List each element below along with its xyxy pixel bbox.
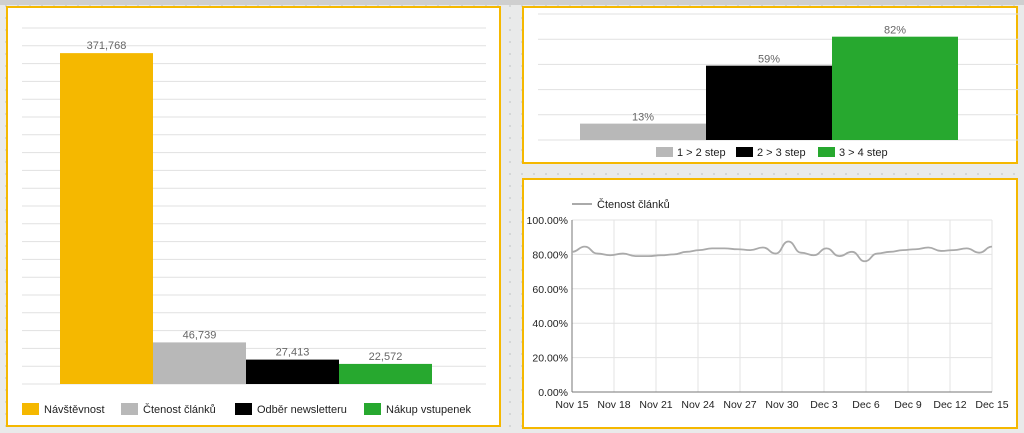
legend-label: Návštěvnost: [44, 404, 105, 416]
x-tick-label: Nov 24: [681, 399, 714, 411]
article-readership-panel: 0.00% 20.00% 40.00% 60.00% 80.00% 100.00% Nov …: [522, 178, 1018, 429]
bar: [246, 359, 339, 384]
legend-label: 2 > 3 step: [757, 147, 806, 159]
x-tick-label: Nov 21: [639, 399, 672, 411]
legend-swatch: [121, 403, 138, 415]
bar: [580, 123, 706, 140]
legend-label: Čtenost článků: [597, 198, 670, 211]
series-line: [571, 240, 993, 263]
x-tick-label: Nov 15: [555, 399, 588, 411]
data-label: 59%: [758, 54, 780, 66]
funnel-totals-chart: 371,768 46,739 27,413 22,572 Návštěvnost Čten…: [22, 27, 486, 416]
article-readership-chart: 0.00% 20.00% 40.00% 60.00% 80.00% 100.00% Nov …: [527, 198, 1009, 411]
data-label: 371,768: [87, 40, 127, 52]
y-tick-label: 40.00%: [532, 318, 568, 330]
bar: [153, 342, 246, 384]
data-label: 27,413: [276, 347, 310, 359]
funnel-totals-panel: 371,768 46,739 27,413 22,572 Návštěvnost Čten…: [6, 6, 501, 427]
data-label: 82%: [884, 25, 906, 37]
bar: [339, 363, 432, 384]
legend-label: Čtenost článků: [143, 403, 216, 416]
x-tick-label: Dec 9: [894, 399, 922, 411]
legend-swatch: [818, 147, 835, 157]
y-tick-label: 100.00%: [527, 215, 568, 227]
x-tick-label: Dec 3: [810, 399, 838, 411]
step-conversion-panel: 13% 59% 82% 1 > 2 step 2 > 3 step 3 > 4 step: [522, 6, 1020, 164]
x-tick-label: Dec 15: [975, 399, 1008, 411]
legend-swatch: [22, 403, 39, 415]
y-tick-label: 80.00%: [532, 249, 568, 261]
legend-swatch: [656, 147, 673, 157]
legend-swatch: [736, 147, 753, 157]
legend-swatch: [235, 403, 252, 415]
legend-label: Odběr newsletteru: [257, 404, 347, 416]
y-tick-label: 20.00%: [532, 353, 568, 365]
data-label: 46,739: [183, 329, 217, 341]
step-conversion-chart: 13% 59% 82% 1 > 2 step 2 > 3 step 3 > 4 step: [538, 13, 1020, 159]
bar: [832, 36, 958, 140]
legend-label: 3 > 4 step: [839, 147, 888, 159]
y-tick-label: 60.00%: [532, 284, 568, 296]
data-label: 13%: [632, 112, 654, 124]
bar: [60, 53, 153, 385]
x-tick-label: Nov 18: [597, 399, 630, 411]
x-tick-label: Dec 6: [852, 399, 880, 411]
x-tick-label: Nov 27: [723, 399, 756, 411]
x-tick-label: Dec 12: [933, 399, 966, 411]
top-strip: [0, 0, 1024, 5]
bar: [706, 65, 832, 140]
x-tick-label: Nov 30: [765, 399, 798, 411]
legend-label: Nákup vstupenek: [386, 404, 471, 416]
legend-swatch: [364, 403, 381, 415]
y-tick-label: 0.00%: [538, 387, 568, 399]
data-label: 22,572: [369, 351, 403, 363]
legend-label: 1 > 2 step: [677, 147, 726, 159]
